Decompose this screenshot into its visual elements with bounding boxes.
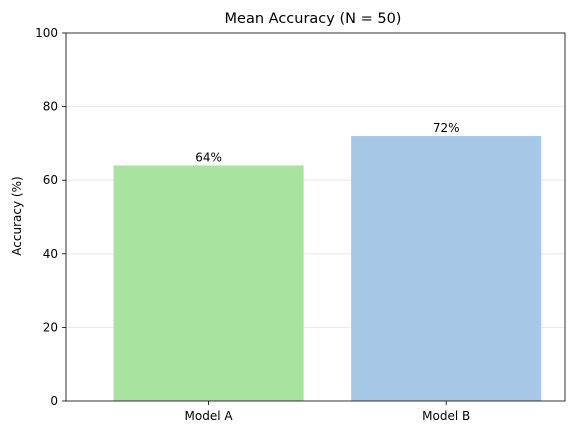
data-labels: 64% 72%: [195, 121, 459, 164]
x-tick-label: Model A: [185, 409, 234, 423]
chart-title: Mean Accuracy (N = 50): [225, 11, 402, 27]
plot-frame: [65, 32, 566, 402]
y-tick-label: 100: [35, 26, 58, 40]
data-label: 64%: [195, 150, 222, 164]
y-tick-label: 60: [43, 173, 58, 187]
bar-model-a: [113, 165, 304, 401]
bar-model-b: [351, 136, 542, 402]
y-tick-label: 40: [43, 247, 58, 261]
axes: Model A Model B 0 20 40 60 80 100: [35, 26, 566, 423]
data-label: 72%: [433, 121, 460, 135]
y-tick-label: 20: [43, 320, 58, 334]
bars: [113, 136, 542, 402]
x-tick-label: Model B: [422, 409, 470, 423]
y-axis-label: Accuracy (%): [10, 176, 24, 255]
y-tick-label: 80: [43, 100, 58, 114]
y-tick-label: 0: [50, 394, 58, 408]
